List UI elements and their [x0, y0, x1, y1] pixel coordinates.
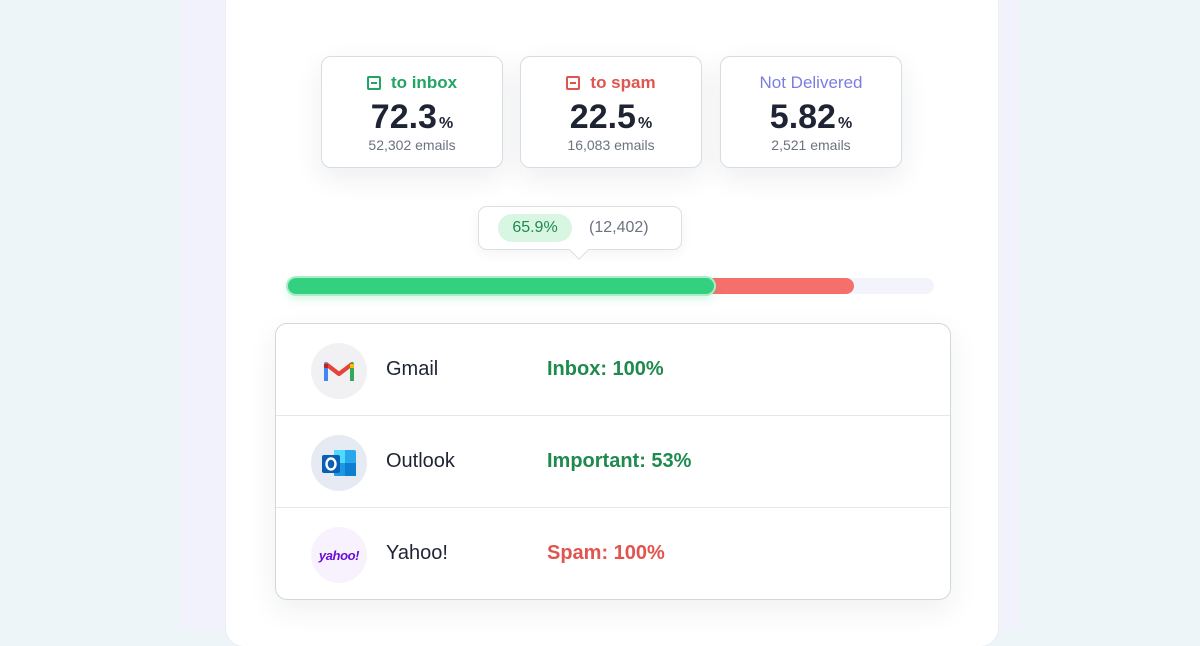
stat-header: to inbox: [322, 72, 502, 94]
stat-value: 22.5%: [569, 98, 653, 136]
progress-tooltip: 65.9% (12,402): [478, 206, 682, 250]
provider-name: Gmail: [386, 358, 439, 380]
stat-value: 72.3%: [370, 98, 454, 136]
stat-email-count: 52,302 emails: [368, 137, 456, 153]
stat-email-count: 16,083 emails: [567, 137, 655, 153]
stat-email-count: 2,521 emails: [771, 137, 851, 153]
provider-row-yahoo[interactable]: yahoo! Yahoo! Spam: 100%: [276, 508, 950, 599]
stat-card-spam[interactable]: to spam 22.5% 16,083 emails: [520, 56, 702, 168]
provider-row-gmail[interactable]: Gmail Inbox: 100%: [276, 324, 950, 416]
provider-name: Outlook: [386, 450, 455, 472]
provider-name: Yahoo!: [386, 542, 448, 564]
gmail-logo-icon: [311, 343, 367, 399]
provider-list: Gmail Inbox: 100% Outlook Important: 53%…: [275, 323, 951, 600]
stat-label: Not Delivered: [759, 73, 863, 92]
provider-status: Inbox: 100%: [547, 358, 664, 380]
outlook-logo-icon: [311, 435, 367, 491]
provider-status: Spam: 100%: [547, 542, 665, 564]
provider-status: Important: 53%: [547, 450, 692, 472]
delivery-progress-bar[interactable]: [288, 278, 934, 294]
stat-header: Not Delivered: [721, 72, 901, 94]
tooltip-count: (12,402): [589, 219, 649, 236]
stat-label: to spam: [590, 73, 656, 92]
stat-card-not-delivered[interactable]: Not Delivered 5.82% 2,521 emails: [720, 56, 902, 168]
provider-row-outlook[interactable]: Outlook Important: 53%: [276, 416, 950, 508]
stat-card-inbox[interactable]: to inbox 72.3% 52,302 emails: [321, 56, 503, 168]
yahoo-logo-icon: yahoo!: [311, 527, 367, 583]
inbox-segment[interactable]: [288, 278, 714, 294]
inbox-box-icon: [366, 76, 381, 90]
tooltip-percent: 65.9%: [498, 214, 572, 242]
spam-box-icon: [566, 76, 581, 90]
stat-label: to inbox: [390, 73, 458, 92]
stat-header: to spam: [521, 72, 701, 94]
stat-value: 5.82%: [769, 98, 853, 136]
yahoo-logo-text: yahoo!: [318, 547, 360, 563]
